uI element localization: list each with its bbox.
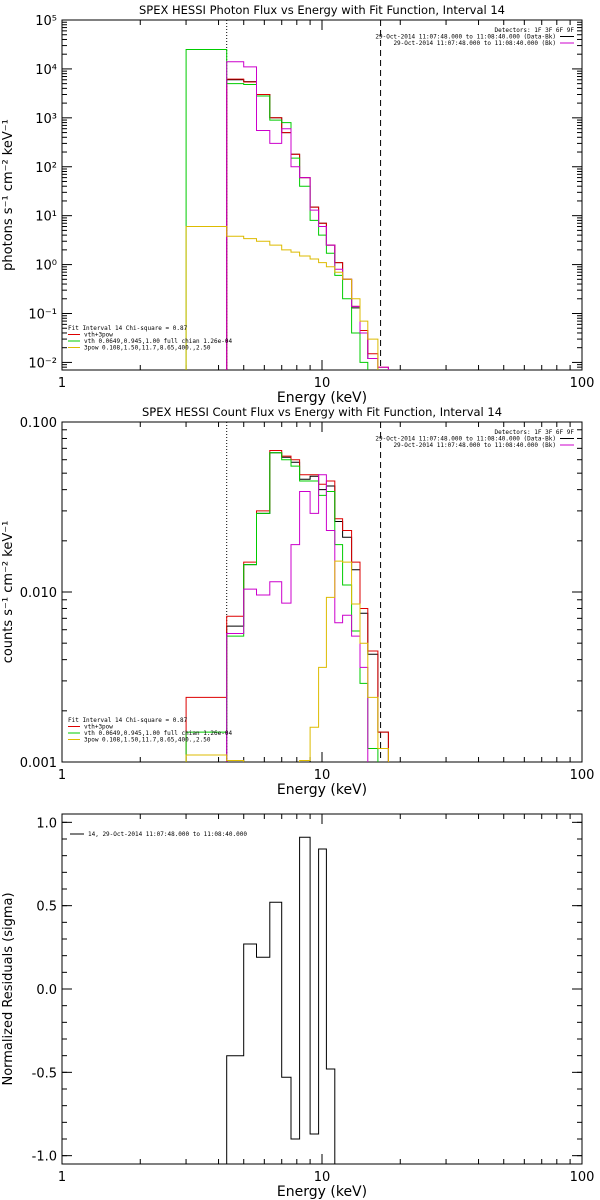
chart-panel-2: SPEX HESSI Count Flux vs Energy with Fit…: [1, 405, 594, 798]
legend-top-left-entry: 14, 29-Oct-2014 11:07:48.000 to 11:08:40…: [88, 831, 247, 838]
x-axis-label: Energy (keV): [277, 390, 367, 406]
x-tick-label: 1: [58, 768, 66, 783]
series-line-5: [185, 226, 379, 370]
x-tick-label: 1: [58, 376, 66, 391]
series-group: [185, 49, 389, 370]
y-tick-label: -1.0: [32, 1150, 57, 1165]
y-tick-label: 0.0: [36, 983, 57, 998]
plot-frame: [61, 421, 583, 763]
legend-top-entry: Detectors: 1F 3F 6F 9F: [495, 429, 575, 436]
legend-bottom-entry: vth 0.0649,0.945,1.00 full chian 1.26e-0…: [84, 730, 232, 737]
y-tick-label: 10⁵: [35, 14, 57, 29]
legend-top-entry: 29-Oct-2014 11:07:48.000 to 11:08:40.000…: [393, 442, 556, 449]
y-tick-label: 10⁴: [35, 63, 57, 78]
y-tick-label: 1.0: [36, 816, 57, 831]
series-line-2: [226, 78, 389, 370]
x-axis-label: Energy (keV): [277, 1184, 367, 1200]
series-line-5: [185, 754, 245, 762]
legend-bottom-entry: Fit Interval 14 Chi-square = 0.87: [68, 325, 188, 332]
y-axis-label: Normalized Residuals (sigma): [1, 892, 16, 1085]
series-line-5: [299, 560, 389, 762]
y-tick-label: 0.001: [20, 756, 57, 771]
series-line-3: [185, 452, 379, 762]
legend-top-entry: 29-Oct-2014 11:07:48.000 to 11:08:40.000…: [375, 436, 556, 443]
y-axis-label: counts s⁻¹ cm⁻² keV⁻¹: [1, 521, 16, 664]
legend-bottom-entry: vth+3pow: [84, 724, 113, 731]
legend-bottom-entry: Fit Interval 14 Chi-square = 0.87: [68, 717, 188, 724]
x-tick-label: 100: [570, 376, 595, 391]
legend-bottom-entry: 3pow 0.108,1.50,11.7,8.65,400.,2.50: [84, 345, 211, 352]
chart-title: SPEX HESSI Photon Flux vs Energy with Fi…: [139, 3, 505, 17]
plot-frame: [61, 813, 583, 1165]
series-group: [185, 450, 389, 762]
series-line-1: [226, 79, 379, 370]
y-tick-label: 10⁻²: [28, 356, 57, 371]
legend-bottom-entry: 3pow 0.108,1.50,11.7,8.65,400.,2.50: [84, 737, 211, 744]
x-tick-label: 10: [314, 1170, 331, 1185]
y-tick-label: 10²: [35, 161, 57, 176]
y-tick-label: 10⁰: [35, 259, 57, 274]
y-tick-label: 10¹: [35, 210, 57, 225]
x-tick-label: 100: [570, 768, 595, 783]
legend-bottom-entry: vth+3pow: [84, 332, 113, 339]
y-axis-label: photons s⁻¹ cm⁻² keV⁻¹: [1, 119, 16, 271]
x-tick-label: 100: [570, 1170, 595, 1185]
series-line-3: [185, 49, 369, 370]
series-line-1: [226, 836, 336, 1164]
x-tick-label: 1: [58, 1170, 66, 1185]
series-line-2: [185, 450, 389, 762]
y-tick-label: 10⁻¹: [28, 308, 57, 323]
y-tick-label: -0.5: [32, 1066, 57, 1081]
x-axis-label: Energy (keV): [277, 782, 367, 798]
y-tick-label: 10³: [35, 112, 57, 127]
x-tick-label: 10: [314, 376, 331, 391]
chart-title: SPEX HESSI Count Flux vs Energy with Fit…: [142, 405, 502, 419]
y-tick-label: 0.100: [20, 416, 57, 431]
x-tick-label: 10: [314, 768, 331, 783]
series-line-4: [226, 474, 369, 762]
chart-panel-1: SPEX HESSI Photon Flux vs Energy with Fi…: [1, 3, 594, 406]
legend-top-entry: Detectors: 1F 3F 6F 9F: [495, 27, 575, 34]
legend-top-entry: 29-Oct-2014 11:07:48.000 to 11:08:40.000…: [375, 34, 556, 41]
y-tick-label: 0.010: [20, 586, 57, 601]
plot-frame: [61, 19, 583, 371]
chart-panel-3: 1 10 100 Energy (keV) 1.0 0.5 0.0 -0.5 -1.0 Norma…: [1, 813, 595, 1200]
legend-bottom-entry: vth 0.0649,0.945,1.00 full chian 1.26e-0…: [84, 338, 232, 345]
legend-top-entry: 29-Oct-2014 11:07:48.000 to 11:08:40.000…: [393, 40, 556, 47]
series-line-4: [226, 61, 389, 370]
y-tick-label: 0.5: [36, 900, 57, 915]
series-group: [226, 836, 336, 1164]
